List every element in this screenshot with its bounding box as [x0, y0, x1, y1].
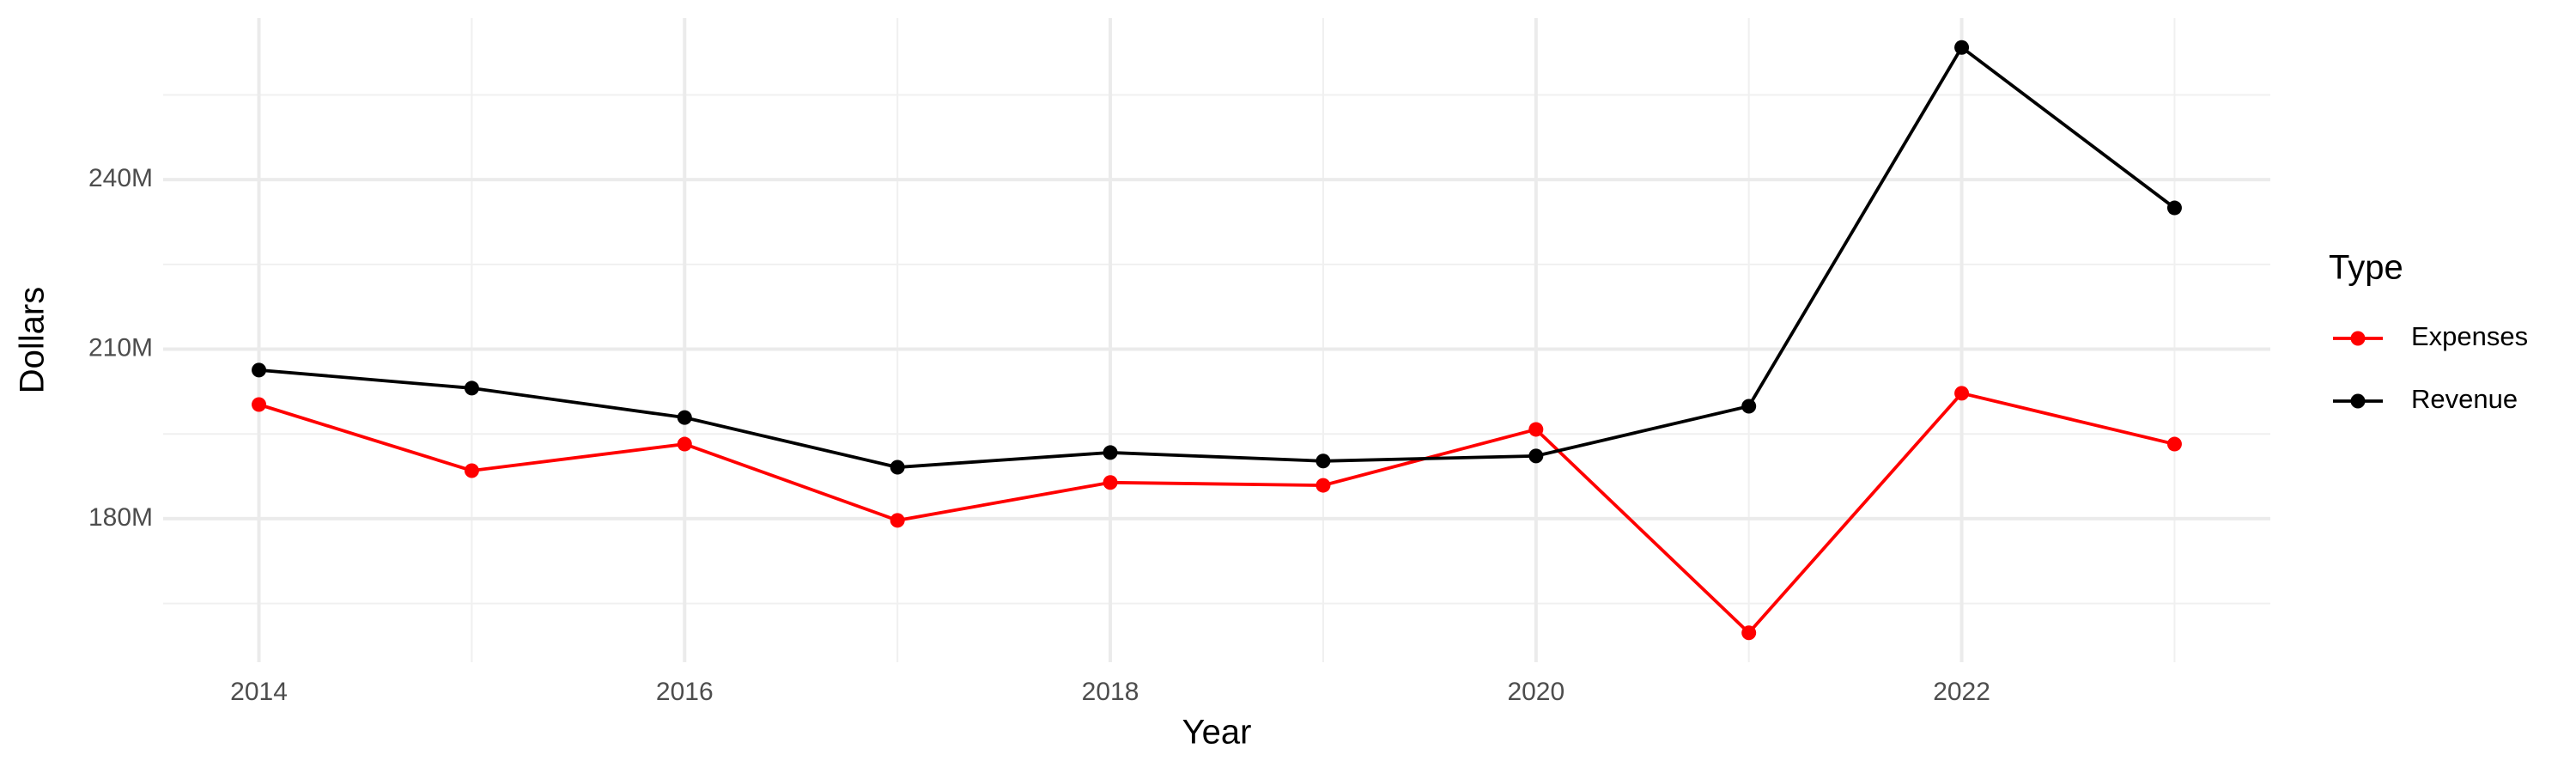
data-point — [1954, 40, 1970, 55]
data-point — [677, 410, 692, 425]
y-tick-label: 240M — [88, 164, 153, 192]
data-point — [1103, 445, 1118, 460]
data-point — [1741, 625, 1757, 641]
data-point — [1954, 386, 1970, 401]
data-point — [1103, 475, 1118, 490]
data-point — [677, 436, 692, 452]
legend-key-point — [2350, 331, 2366, 346]
x-tick-label: 2020 — [1507, 678, 1564, 706]
y-axis-title: Dollars — [14, 287, 52, 393]
x-tick-label: 2018 — [1082, 678, 1139, 706]
y-tick-label: 210M — [88, 333, 153, 362]
legend-title: Type — [2329, 249, 2403, 287]
legend-label: Revenue — [2411, 384, 2518, 414]
data-point — [1528, 422, 1544, 437]
data-point — [1528, 448, 1544, 464]
legend-label: Expenses — [2411, 321, 2528, 351]
series-line — [258, 45, 2176, 469]
data-point — [1741, 399, 1757, 414]
data-point — [1315, 453, 1331, 469]
data-point — [464, 380, 479, 396]
x-axis-title: Year — [1182, 714, 1252, 752]
x-tick-label: 2014 — [230, 678, 288, 706]
data-point — [890, 513, 905, 528]
x-tick-label: 2016 — [656, 678, 714, 706]
data-point — [464, 463, 479, 478]
data-point — [2166, 436, 2182, 452]
data-point — [2166, 200, 2182, 216]
series-line — [258, 391, 2175, 636]
data-point — [890, 460, 905, 475]
x-tick-label: 2022 — [1933, 678, 1990, 706]
data-point — [252, 362, 267, 378]
legend-key-point — [2350, 393, 2366, 409]
y-tick-label: 180M — [88, 503, 153, 532]
data-point — [1315, 478, 1331, 493]
data-point — [252, 397, 267, 412]
